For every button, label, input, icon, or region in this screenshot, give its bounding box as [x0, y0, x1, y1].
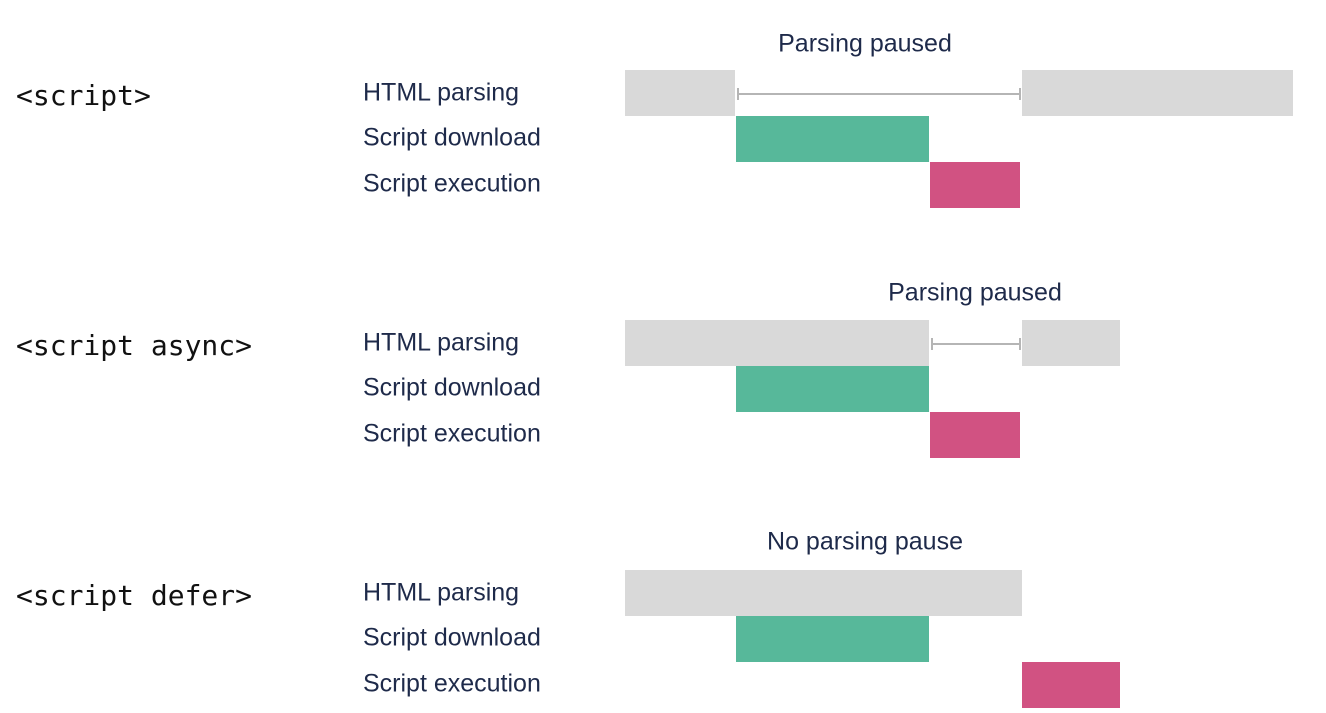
parsing-bar	[625, 320, 929, 366]
download-bar	[736, 616, 929, 662]
row-label: Script execution	[363, 170, 541, 198]
tag: <script async>	[16, 329, 252, 362]
row-label: Script download	[363, 374, 541, 402]
parsing-bar	[625, 570, 1022, 616]
annotation: Parsing paused	[778, 30, 952, 58]
section: <script async> HTML parsing Script downl…	[16, 279, 1120, 458]
annotation: Parsing paused	[888, 279, 1062, 307]
row-label: Script execution	[363, 670, 541, 698]
tag: <script defer>	[16, 579, 252, 612]
row-label: Script execution	[363, 420, 541, 448]
parsing-bar	[1022, 320, 1120, 366]
parsing-bar	[625, 70, 735, 116]
execution-bar	[930, 412, 1020, 458]
row-label: HTML parsing	[363, 579, 519, 607]
execution-bar	[930, 162, 1020, 208]
row-label: HTML parsing	[363, 329, 519, 357]
parsing-bar	[1022, 70, 1293, 116]
section: <script> HTML parsing Script download Sc…	[16, 30, 1293, 208]
section: <script defer> HTML parsing Script downl…	[16, 528, 1120, 708]
annotation: No parsing pause	[767, 528, 963, 556]
row-label: HTML parsing	[363, 79, 519, 107]
execution-bar	[1022, 662, 1120, 708]
download-bar	[736, 116, 929, 162]
download-bar	[736, 366, 929, 412]
row-label: Script download	[363, 124, 541, 152]
row-label: Script download	[363, 624, 541, 652]
tag: <script>	[16, 79, 151, 112]
